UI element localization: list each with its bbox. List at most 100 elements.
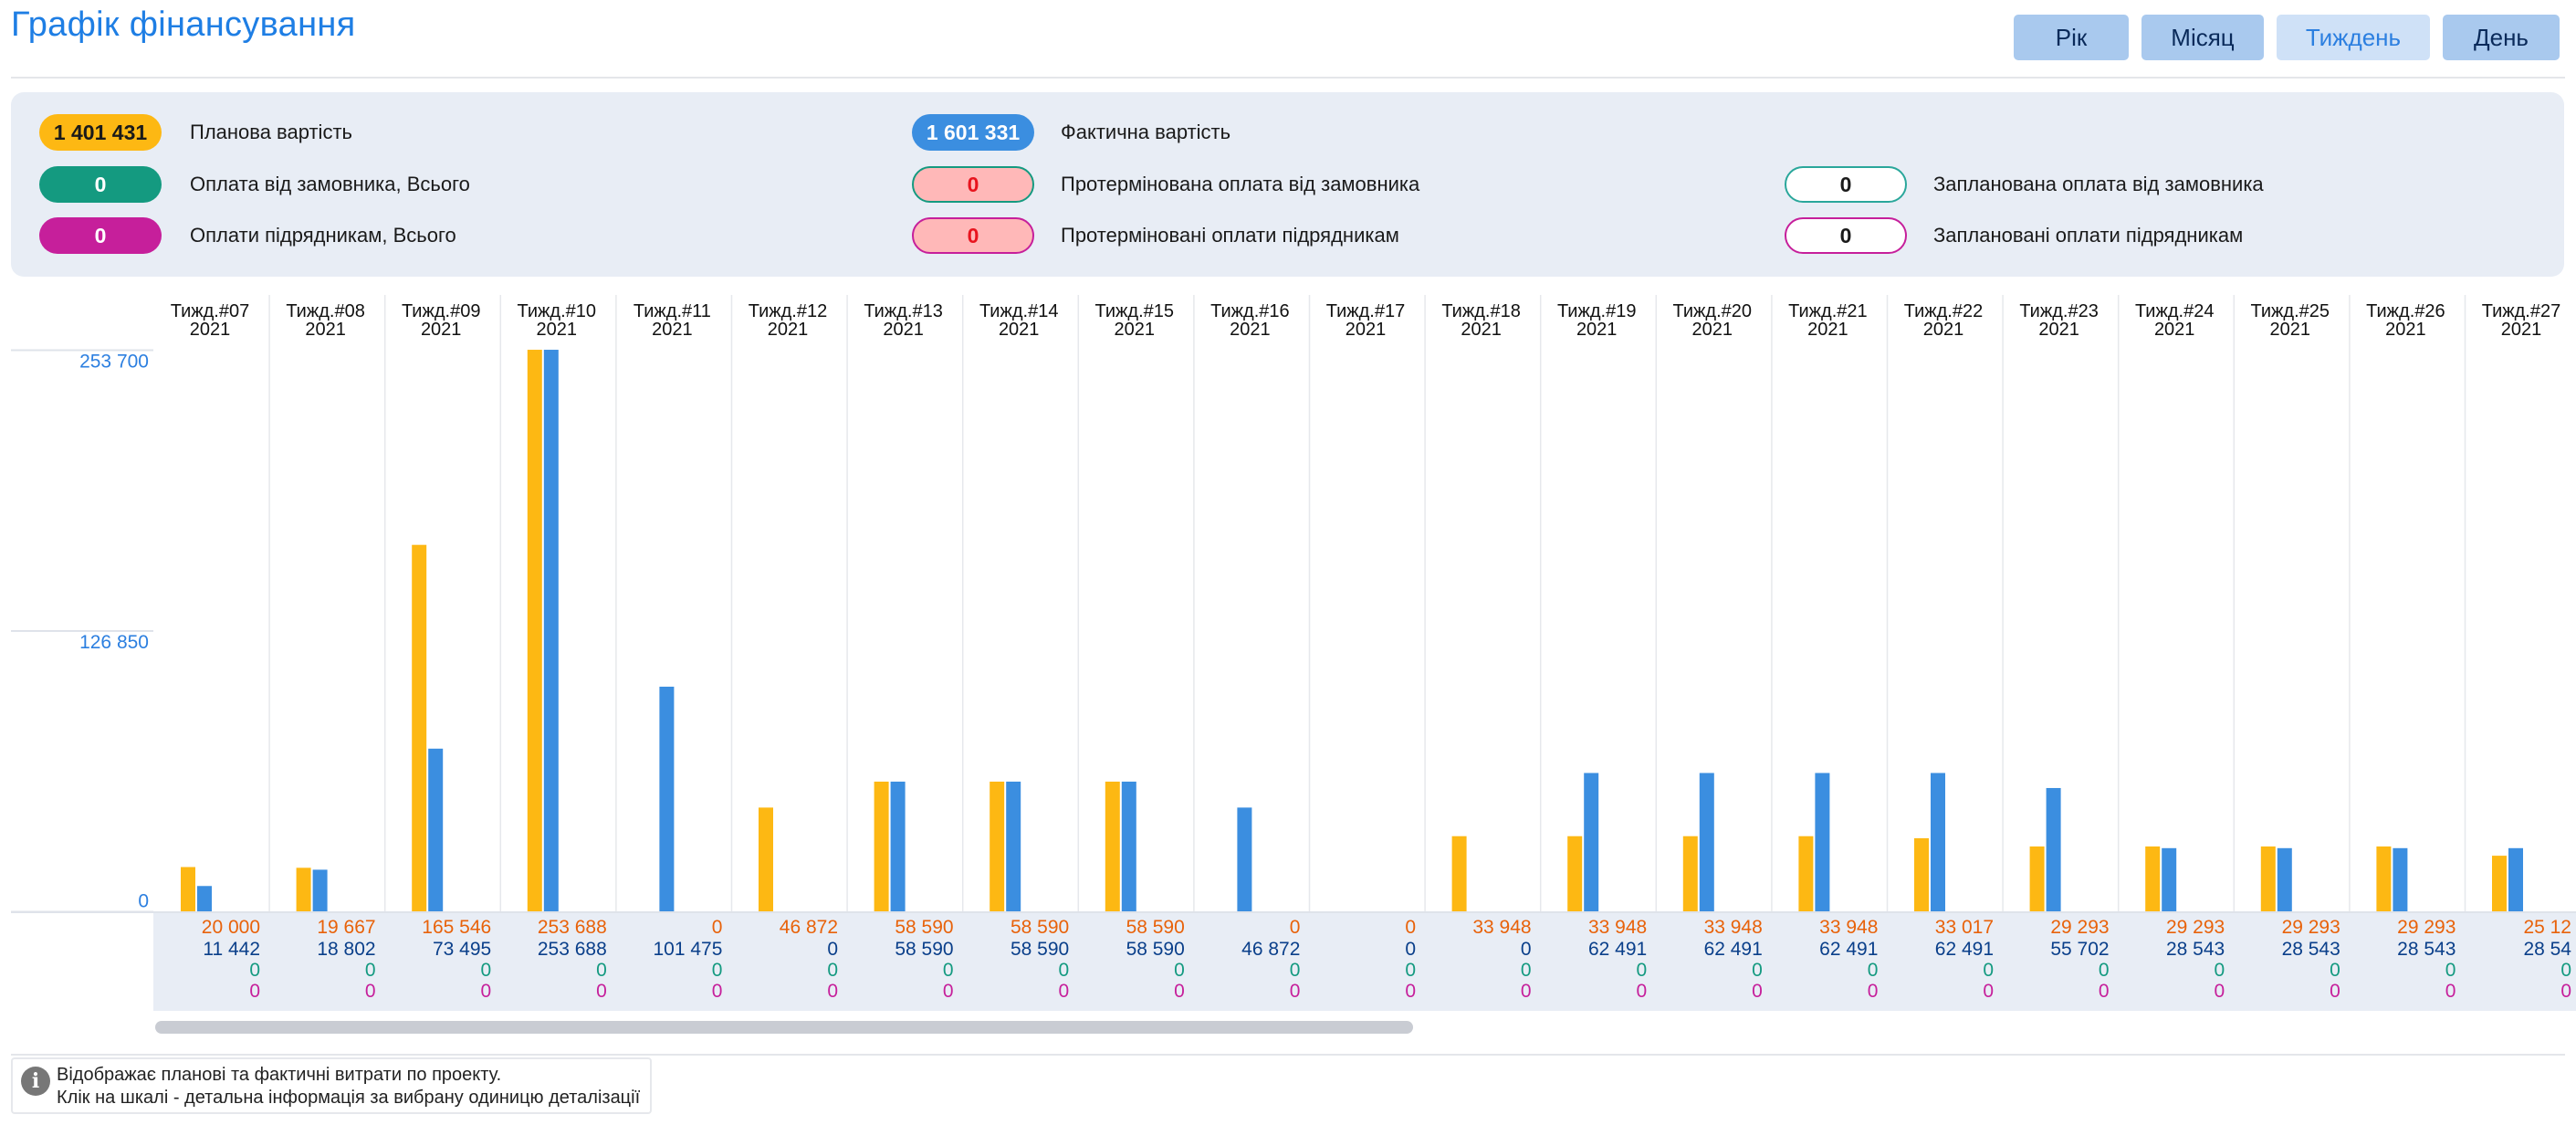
customer-payment-value: 0 — [1868, 960, 1879, 981]
week-label: Тижд.#26 — [2366, 301, 2445, 321]
customer-payment-value: 0 — [712, 960, 723, 981]
actual-bar — [1237, 807, 1252, 911]
period-week-button[interactable]: Тиждень — [2277, 15, 2430, 60]
actual-bar — [2393, 847, 2408, 911]
contractor-payment-total-label: Оплати підрядникам, Всього — [190, 224, 456, 247]
actual-value: 28 543 — [2166, 939, 2225, 960]
customer-payment-overdue-label: Протермінована оплата від замовника — [1061, 173, 1420, 195]
actual-value: 62 491 — [1588, 939, 1647, 960]
actual-value: 58 590 — [1011, 939, 1069, 960]
actual-value: 253 688 — [538, 939, 607, 960]
actual-value: 58 590 — [1126, 939, 1185, 960]
week-label: Тижд.#18 — [1441, 301, 1520, 321]
page-title: Графік фінансування — [11, 5, 356, 44]
customer-payment-value: 0 — [596, 960, 607, 981]
week-label: Тижд.#27 — [2482, 301, 2560, 321]
week-label: Тижд.#23 — [2019, 301, 2098, 321]
actual-bar — [197, 886, 212, 911]
actual-bar — [1006, 781, 1021, 911]
week-label: Тижд.#14 — [979, 301, 1058, 321]
customer-payment-value: 0 — [2099, 960, 2110, 981]
contractor-payment-overdue-badge: 0 — [912, 217, 1034, 254]
actual-value: 11 442 — [203, 939, 260, 960]
planned-bar — [874, 781, 889, 911]
customer-payment-value: 0 — [1983, 960, 1994, 981]
customer-payment-value: 0 — [2445, 960, 2456, 981]
week-label: Тижд.#24 — [2135, 301, 2214, 321]
contractor-payment-value: 0 — [1174, 981, 1185, 1002]
actual-value: 28 543 — [2397, 939, 2456, 960]
contractor-payment-value: 0 — [2099, 981, 2110, 1002]
info-line-2: Клік на шкалі - детальна інформація за в… — [57, 1088, 641, 1108]
summary-panel: 1 401 431 Планова вартість 1 601 331 Фак… — [11, 92, 2564, 277]
week-label: Тижд.#22 — [1904, 301, 1983, 321]
planned-value: 33 017 — [1935, 917, 1994, 938]
info-line-1: Відображає планові та фактичні витрати п… — [57, 1065, 502, 1085]
planned-value: 165 546 — [422, 917, 491, 938]
period-day-button[interactable]: День — [2443, 15, 2560, 60]
contractor-payment-value: 0 — [1752, 981, 1763, 1002]
contractor-payment-value: 0 — [365, 981, 376, 1002]
planned-value: 58 590 — [895, 917, 953, 938]
footer-divider — [11, 1054, 2565, 1056]
year-label: 2021 — [1692, 320, 1733, 340]
year-label: 2021 — [2038, 320, 2079, 340]
year-label: 2021 — [999, 320, 1040, 340]
actual-bar — [659, 687, 675, 911]
week-label: Тижд.#11 — [634, 301, 711, 321]
horizontal-scrollbar[interactable] — [155, 1021, 1413, 1034]
actual-value: 73 495 — [433, 939, 491, 960]
year-label: 2021 — [883, 320, 924, 340]
planned-value: 20 000 — [202, 917, 260, 938]
customer-payment-value: 0 — [2215, 960, 2225, 981]
contractor-payment-value: 0 — [1405, 981, 1416, 1002]
week-label: Тижд.#25 — [2251, 301, 2330, 321]
planned-cost-label: Планова вартість — [190, 121, 352, 143]
contractor-payment-value: 0 — [596, 981, 607, 1002]
week-label: Тижд.#13 — [864, 301, 942, 321]
year-label: 2021 — [421, 320, 462, 340]
year-label: 2021 — [1346, 320, 1387, 340]
planned-value: 29 293 — [2397, 917, 2456, 938]
actual-value: 62 491 — [1704, 939, 1763, 960]
planned-bar — [1567, 836, 1583, 911]
customer-payment-value: 0 — [365, 960, 376, 981]
year-label: 2021 — [1230, 320, 1271, 340]
contractor-payment-value: 0 — [1290, 981, 1301, 1002]
year-label: 2021 — [2501, 320, 2542, 340]
customer-payment-value: 0 — [1059, 960, 1070, 981]
planned-value: 33 948 — [1588, 917, 1647, 938]
planned-value: 0 — [712, 917, 723, 938]
contractor-payment-value: 0 — [2215, 981, 2225, 1002]
year-label: 2021 — [2154, 320, 2195, 340]
planned-bar — [990, 781, 1005, 911]
planned-bar — [1798, 836, 1814, 911]
actual-value: 101 475 — [653, 939, 722, 960]
customer-payment-total-label: Оплата від замовника, Всього — [190, 173, 470, 195]
actual-bar — [312, 869, 328, 911]
customer-payment-value: 0 — [481, 960, 492, 981]
year-label: 2021 — [2385, 320, 2426, 340]
actual-bar — [428, 748, 444, 911]
contractor-payment-value: 0 — [712, 981, 723, 1002]
y-tick-label: 0 — [138, 891, 149, 912]
contractor-payment-overdue-label: Протерміновані оплати підрядникам — [1061, 224, 1399, 247]
period-month-button[interactable]: Місяц — [2141, 15, 2264, 60]
week-label: Тижд.#16 — [1210, 301, 1289, 321]
year-label: 2021 — [1576, 320, 1618, 340]
financing-chart: 253 700 126 850 0 Тижд.#07 2021 20 000 11 442 0… — [0, 289, 2576, 1046]
week-label: Тижд.#21 — [1788, 301, 1867, 321]
actual-value: 0 — [1521, 939, 1532, 960]
customer-payment-planned-badge: 0 — [1785, 166, 1907, 203]
contractor-payment-value: 0 — [481, 981, 492, 1002]
customer-payment-value: 0 — [943, 960, 954, 981]
customer-payment-value: 0 — [827, 960, 838, 981]
planned-bar — [296, 867, 311, 911]
planned-bar — [2492, 856, 2507, 911]
week-label: Тижд.#17 — [1326, 301, 1405, 321]
header-divider — [11, 77, 2565, 79]
contractor-payment-value: 0 — [827, 981, 838, 1002]
period-year-button[interactable]: Рік — [2014, 15, 2129, 60]
planned-value: 29 293 — [2166, 917, 2225, 938]
